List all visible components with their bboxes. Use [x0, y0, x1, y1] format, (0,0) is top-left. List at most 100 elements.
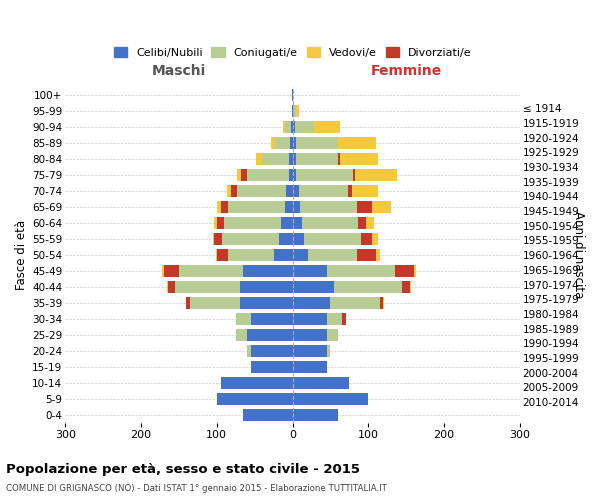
Bar	[251, 345, 293, 358]
Bar	[296, 105, 299, 118]
Bar	[357, 201, 372, 213]
Bar	[410, 281, 411, 293]
Bar	[228, 201, 285, 213]
Bar	[217, 201, 221, 213]
Bar	[289, 153, 293, 166]
Bar	[296, 169, 353, 181]
Bar	[214, 217, 217, 230]
Bar	[286, 185, 293, 198]
Bar	[372, 201, 391, 213]
Bar	[293, 393, 368, 406]
Bar	[304, 233, 361, 245]
Bar	[376, 249, 380, 262]
Bar	[290, 137, 293, 149]
Bar	[217, 217, 224, 230]
Bar	[241, 169, 247, 181]
Bar	[236, 329, 247, 342]
Bar	[366, 217, 374, 230]
Bar	[285, 121, 291, 134]
Bar	[293, 361, 326, 374]
Bar	[326, 313, 342, 326]
Bar	[308, 249, 357, 262]
Bar	[293, 105, 296, 118]
Bar	[299, 185, 348, 198]
Bar	[247, 169, 289, 181]
Legend: Celibi/Nubili, Coniugati/e, Vedovi/e, Divorziati/e: Celibi/Nubili, Coniugati/e, Vedovi/e, Di…	[109, 42, 476, 62]
Bar	[395, 265, 414, 278]
Bar	[293, 153, 296, 166]
Text: COMUNE DI GRIGNASCO (NO) - Dati ISTAT 1° gennaio 2015 - Elaborazione TUTTITALIA.: COMUNE DI GRIGNASCO (NO) - Dati ISTAT 1°…	[6, 484, 387, 493]
Bar	[262, 153, 289, 166]
Bar	[187, 297, 190, 310]
Bar	[239, 297, 293, 310]
Bar	[338, 137, 376, 149]
Bar	[275, 137, 290, 149]
Bar	[340, 153, 378, 166]
Bar	[167, 281, 175, 293]
Text: Popolazione per età, sesso e stato civile - 2015: Popolazione per età, sesso e stato civil…	[6, 462, 360, 475]
Bar	[224, 217, 281, 230]
Bar	[334, 281, 403, 293]
Bar	[358, 217, 366, 230]
Bar	[293, 297, 331, 310]
Bar	[256, 153, 262, 166]
Bar	[326, 329, 338, 342]
Bar	[289, 169, 293, 181]
Bar	[357, 249, 376, 262]
Bar	[247, 329, 293, 342]
Bar	[300, 201, 357, 213]
Bar	[279, 233, 293, 245]
Bar	[175, 281, 239, 293]
Bar	[403, 281, 410, 293]
Bar	[243, 409, 293, 422]
Bar	[217, 249, 228, 262]
Text: Femmine: Femmine	[371, 64, 442, 78]
Bar	[227, 185, 231, 198]
Bar	[237, 185, 286, 198]
Bar	[293, 329, 326, 342]
Bar	[292, 105, 293, 118]
Bar	[414, 265, 416, 278]
Bar	[331, 297, 380, 310]
Bar	[291, 121, 293, 134]
Bar	[162, 265, 164, 278]
Bar	[293, 137, 296, 149]
Bar	[355, 169, 397, 181]
Bar	[251, 313, 293, 326]
Bar	[348, 185, 352, 198]
Bar	[293, 345, 326, 358]
Bar	[214, 233, 222, 245]
Bar	[293, 409, 338, 422]
Bar	[283, 121, 285, 134]
Bar	[353, 169, 355, 181]
Bar	[221, 201, 228, 213]
Bar	[380, 297, 383, 310]
Bar	[213, 233, 214, 245]
Bar	[342, 313, 346, 326]
Bar	[274, 249, 293, 262]
Bar	[293, 169, 296, 181]
Bar	[231, 185, 237, 198]
Bar	[293, 313, 326, 326]
Bar	[338, 153, 340, 166]
Bar	[293, 121, 295, 134]
Bar	[281, 217, 293, 230]
Bar	[293, 377, 349, 390]
Text: Maschi: Maschi	[152, 64, 206, 78]
Bar	[293, 281, 334, 293]
Bar	[271, 137, 275, 149]
Bar	[221, 377, 293, 390]
Bar	[296, 137, 338, 149]
Bar	[228, 249, 274, 262]
Bar	[293, 249, 308, 262]
Bar	[295, 121, 314, 134]
Bar	[293, 233, 304, 245]
Bar	[217, 393, 293, 406]
Bar	[236, 313, 251, 326]
Y-axis label: Fasce di età: Fasce di età	[15, 220, 28, 290]
Bar	[216, 249, 217, 262]
Bar	[179, 265, 243, 278]
Y-axis label: Anni di nascita: Anni di nascita	[572, 212, 585, 299]
Bar	[237, 169, 241, 181]
Bar	[285, 201, 293, 213]
